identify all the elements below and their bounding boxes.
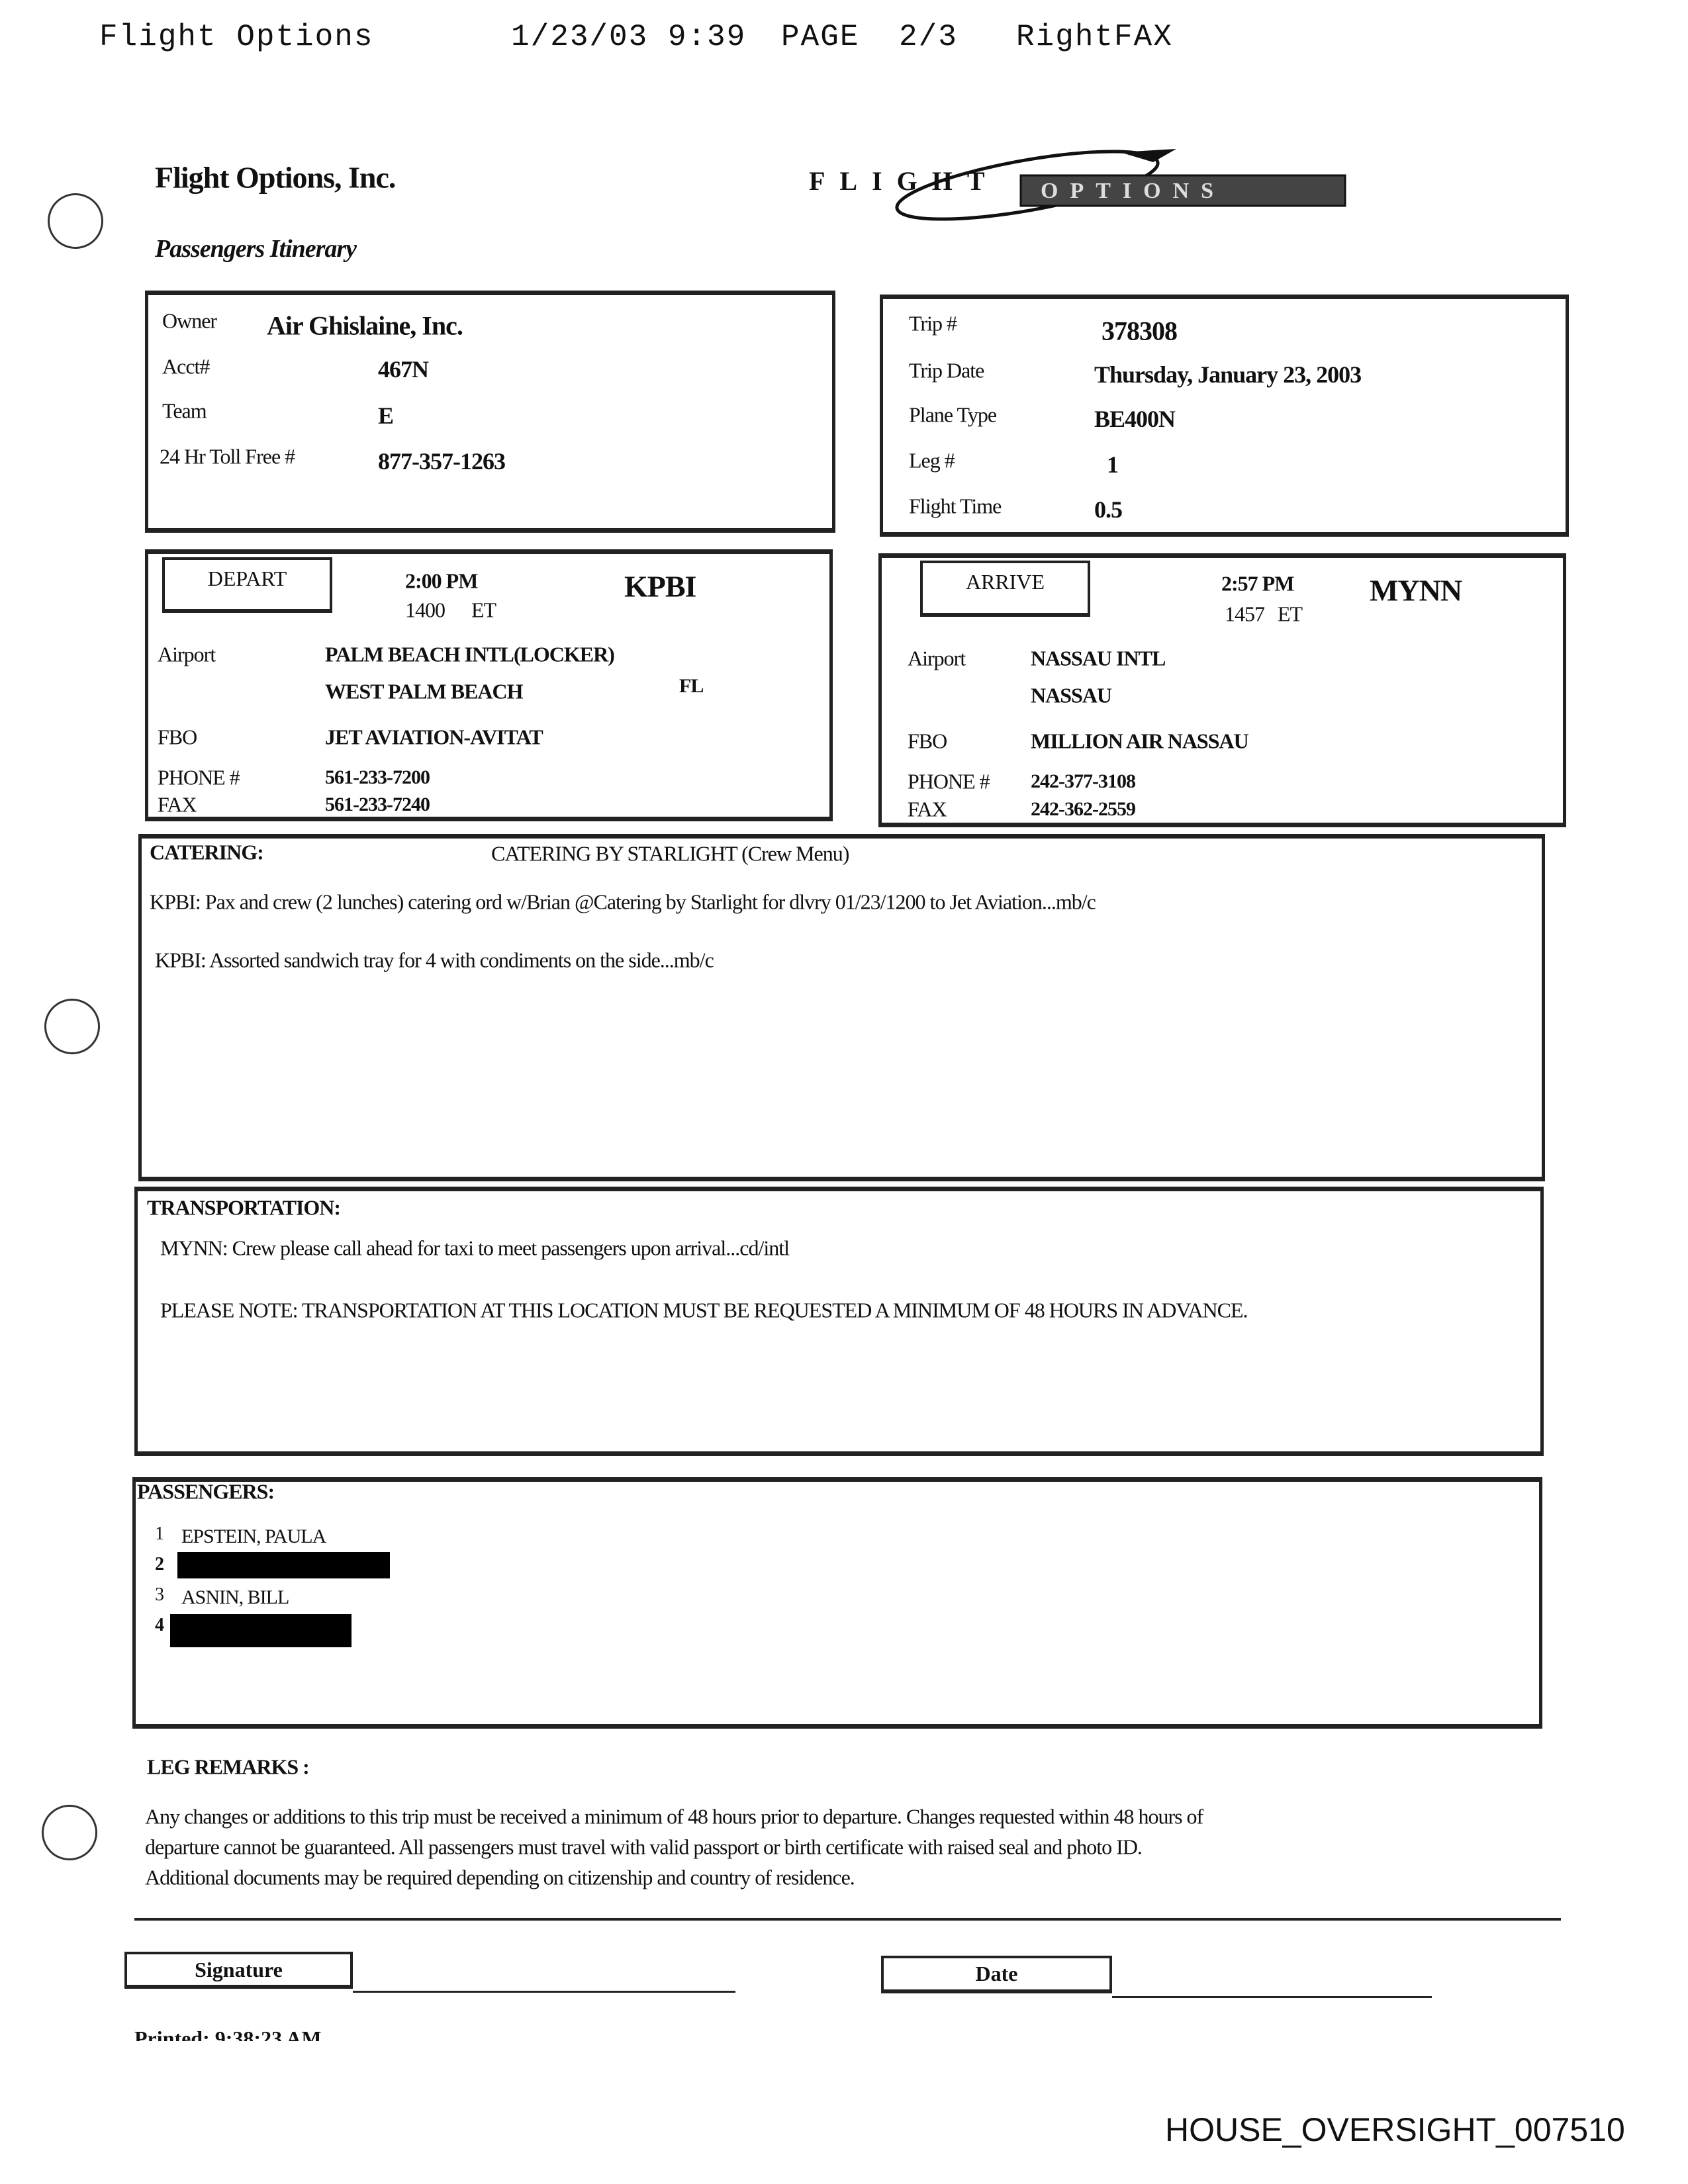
arrive-phone: 242-377-3108 [1031, 770, 1136, 792]
flight-options-logo: FLIGHT OPTIONS [809, 142, 1352, 225]
arrive-city: NASSAU [1031, 683, 1112, 707]
arrive-box [878, 553, 1566, 827]
leg-remarks-line: Any changes or additions to this trip mu… [145, 1804, 1203, 1829]
arrive-fbo: MILLION AIR NASSAU [1031, 729, 1249, 753]
passengers-box [132, 1477, 1542, 1729]
leg-remarks-line: Additional documents may be required dep… [145, 1865, 855, 1889]
arrive-airport-label: Airport [908, 646, 966, 670]
transportation-label: TRANSPORTATION: [147, 1195, 341, 1220]
punch-hole [48, 193, 103, 249]
divider-line [134, 1918, 1561, 1921]
catering-label: CATERING: [150, 840, 264, 864]
fax-page: 2/3 [899, 20, 958, 54]
catering-note: KPBI: Pax and crew (2 lunches) catering … [150, 889, 1096, 914]
printed-timestamp: Printed: 9:38:23 AM [134, 2026, 322, 2041]
depart-time: 2:00 PM [405, 569, 478, 593]
document-subtitle: Passengers Itinerary [155, 235, 357, 263]
signature-label: Signature [124, 1952, 353, 1989]
depart-fbo-label: FBO [158, 725, 197, 749]
svg-text:FLIGHT: FLIGHT [809, 166, 1000, 196]
fax-page-label: PAGE [781, 20, 860, 54]
trip-value: 378308 [1102, 316, 1178, 346]
depart-phone: 561-233-7200 [325, 766, 430, 788]
depart-fax-label: FAX [158, 792, 197, 817]
passenger-number: 3 [155, 1584, 164, 1605]
leg-remarks-line: departure cannot be guaranteed. All pass… [145, 1835, 1143, 1859]
passenger-name: EPSTEIN, PAULA [181, 1525, 326, 1547]
leg-value: 1 [1107, 451, 1119, 478]
depart-state: FL [679, 675, 704, 697]
punch-hole [42, 1805, 97, 1860]
tollfree-label: 24 Hr Toll Free # [160, 444, 295, 469]
passenger-number: 4 [155, 1615, 164, 1635]
owner-value: Air Ghislaine, Inc. [267, 310, 463, 341]
company-name: Flight Options, Inc. [155, 160, 396, 195]
date-label: Date [881, 1956, 1112, 1993]
flight-time-label: Flight Time [909, 494, 1002, 518]
signature-line[interactable] [353, 1991, 735, 1993]
fax-service: RightFAX [1016, 20, 1173, 54]
trip-date-label: Trip Date [909, 358, 984, 383]
plane-type-value: BE400N [1094, 406, 1176, 432]
depart-fbo: JET AVIATION-AVITAT [325, 725, 543, 749]
depart-airport-label: Airport [158, 642, 216, 666]
transportation-note: MYNN: Crew please call ahead for taxi to… [160, 1236, 790, 1260]
depart-airport-code: KPBI [624, 569, 696, 604]
transportation-note: PLEASE NOTE: TRANSPORTATION AT THIS LOCA… [160, 1298, 1248, 1322]
depart-city: WEST PALM BEACH [325, 679, 524, 704]
flight-time-value: 0.5 [1094, 496, 1123, 523]
redacted-passenger-name [170, 1614, 352, 1647]
trip-info-box [880, 295, 1569, 537]
date-line[interactable] [1112, 1996, 1432, 1998]
arrive-phone-label: PHONE # [908, 769, 990, 794]
arrive-airport-code: MYNN [1370, 573, 1462, 608]
bates-number: HOUSE_OVERSIGHT_007510 [1165, 2111, 1625, 2148]
fax-title: Flight Options [99, 20, 374, 54]
punch-hole [44, 999, 100, 1054]
depart-airport: PALM BEACH INTL(LOCKER) [325, 642, 615, 666]
plane-type-label: Plane Type [909, 402, 997, 427]
arrive-fax-label: FAX [908, 797, 947, 821]
owner-label: Owner [162, 308, 217, 333]
catering-note: KPBI: Assorted sandwich tray for 4 with … [155, 948, 714, 972]
arrive-time: 2:57 PM [1221, 571, 1294, 596]
trip-label: Trip # [909, 311, 957, 336]
owner-info-box [145, 291, 835, 533]
arrive-tag: ARRIVE [920, 561, 1090, 617]
depart-phone-label: PHONE # [158, 765, 240, 790]
depart-timezone: ET [471, 598, 496, 622]
catering-vendor: CATERING BY STARLIGHT (Crew Menu) [491, 841, 849, 866]
passenger-number: 2 [155, 1554, 164, 1574]
depart-tag: DEPART [162, 557, 332, 613]
arrive-fax: 242-362-2559 [1031, 798, 1136, 820]
transportation-box [134, 1187, 1544, 1456]
svg-text:OPTIONS: OPTIONS [1041, 179, 1225, 203]
passengers-label: PASSENGERS: [137, 1479, 275, 1504]
arrive-airport: NASSAU INTL [1031, 646, 1166, 670]
acct-value: 467N [378, 356, 429, 383]
tollfree-value: 877-357-1263 [378, 448, 506, 475]
team-value: E [378, 402, 394, 429]
depart-fax: 561-233-7240 [325, 794, 430, 815]
acct-label: Acct# [162, 354, 210, 379]
team-label: Team [162, 398, 207, 423]
catering-box [138, 834, 1545, 1181]
arrive-timezone: ET [1278, 602, 1303, 626]
leg-label: Leg # [909, 448, 955, 473]
fax-datetime: 1/23/03 9:39 [511, 20, 747, 54]
trip-date-value: Thursday, January 23, 2003 [1094, 361, 1362, 388]
depart-box [145, 549, 833, 821]
passenger-name: ASNIN, BILL [181, 1586, 289, 1608]
arrive-time24: 1457 [1225, 602, 1265, 626]
passenger-number: 1 [155, 1524, 164, 1544]
leg-remarks-label: LEG REMARKS : [147, 1754, 310, 1779]
arrive-fbo-label: FBO [908, 729, 947, 753]
depart-time24: 1400 [405, 598, 445, 622]
redacted-passenger-name [177, 1552, 390, 1578]
